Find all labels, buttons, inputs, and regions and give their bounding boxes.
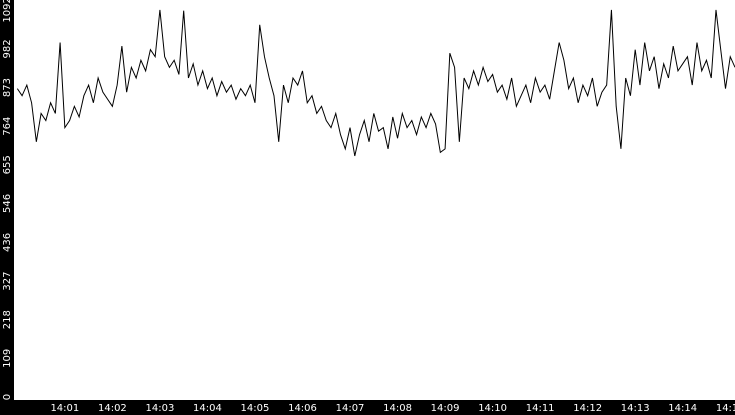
y-tick-label: 873	[2, 78, 13, 97]
y-tick-label: 218	[2, 310, 13, 329]
x-tick-label: 14:05	[241, 403, 270, 414]
y-tick-label: 546	[2, 194, 13, 213]
y-tick-label: 764	[2, 117, 13, 136]
y-tick-label: 109	[2, 349, 13, 368]
y-tick-label: 436	[2, 233, 13, 252]
y-tick-label: 982	[2, 39, 13, 58]
data-line	[16, 9, 735, 157]
x-tick-label: 14:09	[431, 403, 460, 414]
y-tick-label: 655	[2, 155, 13, 174]
x-axis-band	[0, 400, 735, 415]
x-tick-label: 14:12	[573, 403, 602, 414]
y-tick-label: 0	[2, 394, 13, 400]
x-tick-label: 14:07	[336, 403, 365, 414]
x-tick-label: 14:06	[288, 403, 317, 414]
x-tick-label: 14:10	[478, 403, 507, 414]
x-tick-label: 14:01	[50, 403, 79, 414]
x-tick-label: 14:04	[193, 403, 222, 414]
y-axis-band	[0, 0, 14, 415]
y-tick-label: 327	[2, 272, 13, 291]
x-tick-label: 14:11	[526, 403, 555, 414]
x-tick-label: 14:13	[621, 403, 650, 414]
x-tick-label: 14:03	[145, 403, 174, 414]
x-tick-label: 14:02	[98, 403, 127, 414]
x-tick-label: 14:14	[668, 403, 697, 414]
y-tick-label: 1092	[2, 0, 13, 23]
x-tick-label: 14:15	[716, 403, 735, 414]
x-tick-label: 14:08	[383, 403, 412, 414]
